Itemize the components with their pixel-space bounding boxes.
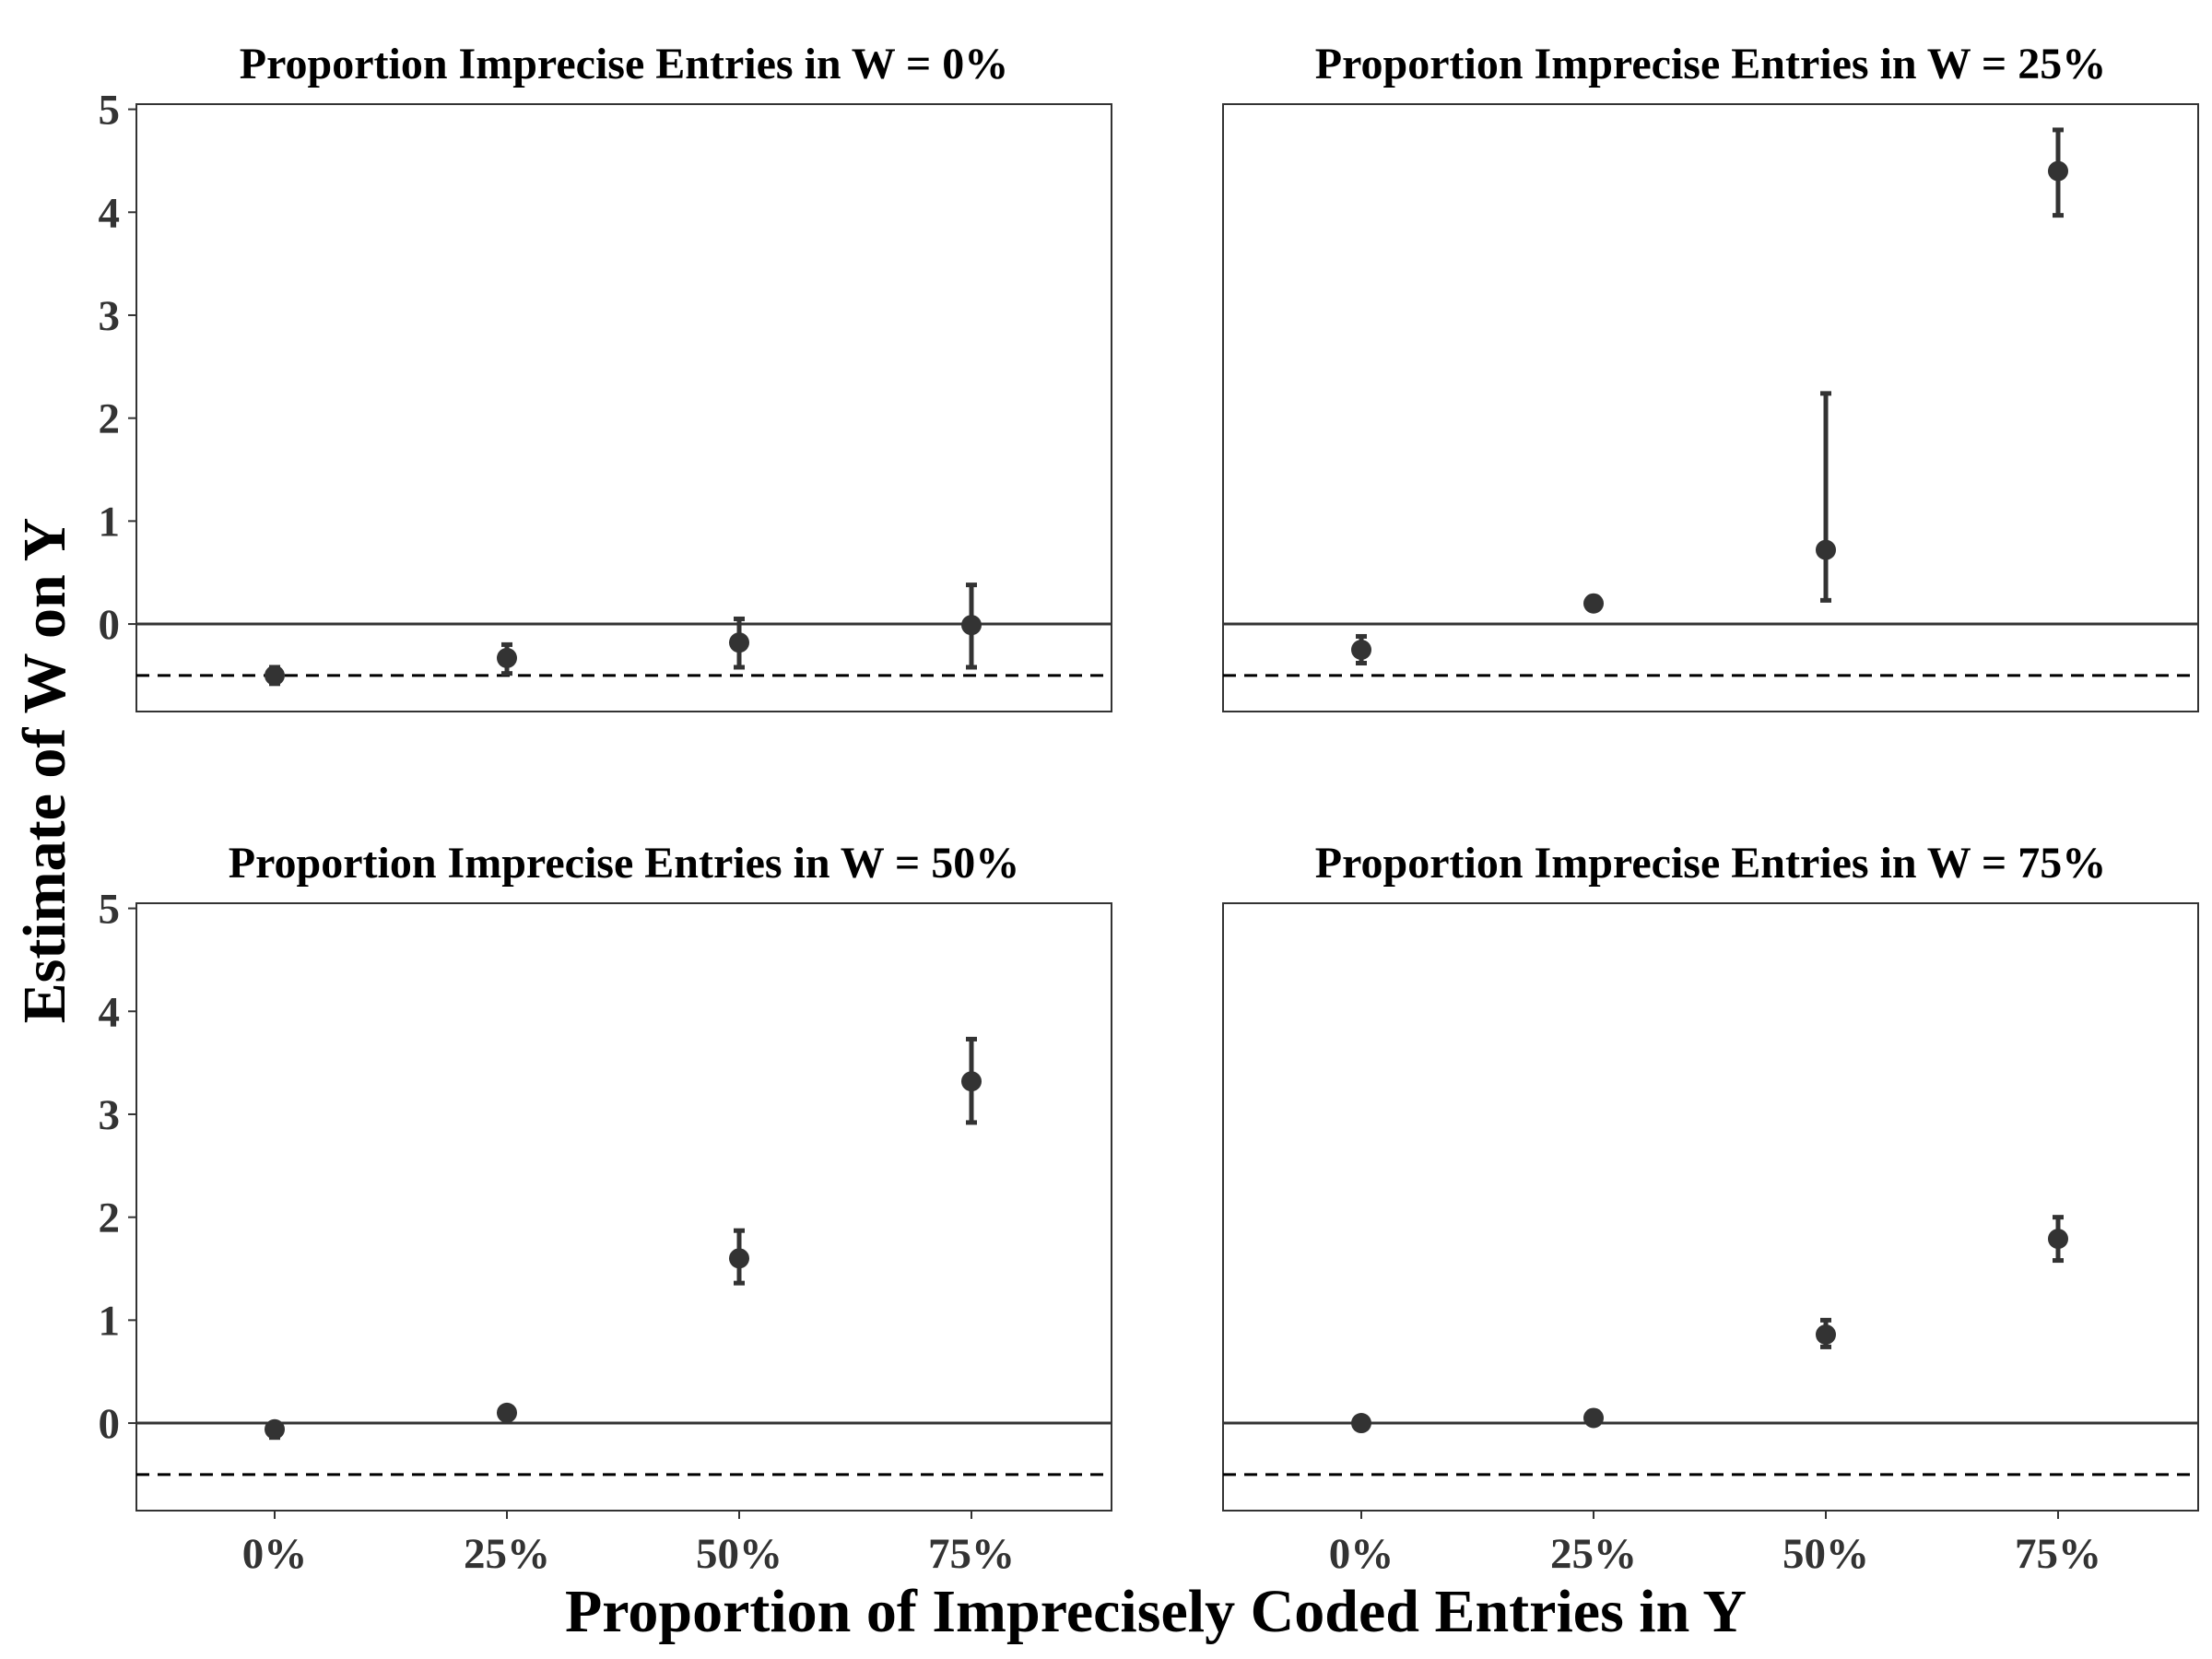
x-tick-label: 25% (1550, 1530, 1637, 1578)
x-tick-label: 0% (1329, 1530, 1394, 1578)
data-point (497, 1402, 517, 1423)
data-point (1816, 539, 1836, 560)
data-point (1583, 593, 1604, 614)
data-point (2048, 160, 2068, 182)
y-tick-label: 1 (99, 498, 121, 546)
panels: Proportion Imprecise Entries in W = 0% 0 1… (99, 40, 2199, 1578)
panel-title: Proportion Imprecise Entries in W = 75% (1315, 839, 2106, 888)
data-point (497, 647, 517, 668)
data-point (2048, 1229, 2068, 1250)
data-point (729, 1248, 749, 1269)
panel-border (1222, 902, 2199, 1512)
data-point (1816, 1324, 1836, 1346)
data-point (1351, 639, 1371, 660)
y-tick-label: 3 (99, 1091, 121, 1139)
y-tick-label: 2 (99, 1194, 121, 1242)
data-point (961, 615, 982, 636)
data-point (729, 632, 749, 653)
y-axis-title: Estimate of W on Y (11, 518, 78, 1024)
y-tick-label: 1 (99, 1297, 121, 1345)
y-tick-label: 2 (99, 395, 121, 443)
x-tick-label: 25% (464, 1530, 550, 1578)
data-point (265, 665, 285, 686)
y-tick-label: 4 (99, 988, 121, 1036)
y-tick-label: 3 (99, 292, 121, 340)
panel-1: Proportion Imprecise Entries in W = 0% 0 1… (99, 40, 1112, 712)
panel-4: Proportion Imprecise Entries in W = 75% 0… (1222, 839, 2199, 1578)
panel-border (135, 103, 1112, 712)
x-tick-label: 0% (242, 1530, 308, 1578)
x-tick-label: 75% (928, 1530, 1015, 1578)
panel-2: Proportion Imprecise Entries in W = 25% (1222, 40, 2199, 712)
panel-border (135, 902, 1112, 1512)
panel-title: Proportion Imprecise Entries in W = 0% (240, 40, 1008, 88)
panel-title: Proportion Imprecise Entries in W = 25% (1315, 40, 2106, 88)
x-tick-label: 50% (696, 1530, 782, 1578)
y-tick-label: 0 (99, 1400, 121, 1448)
x-tick-label: 75% (2015, 1530, 2101, 1578)
data-point (265, 1418, 285, 1440)
data-point (1351, 1413, 1371, 1434)
x-tick-label: 50% (1783, 1530, 1869, 1578)
y-tick-label: 5 (99, 886, 121, 934)
y-tick-label: 4 (99, 189, 121, 237)
panel-border (1222, 103, 2199, 712)
panel-3: Proportion Imprecise Entries in W = 50% 0… (99, 839, 1112, 1578)
x-axis-title: Proportion of Imprecisely Coded Entries … (565, 1578, 1747, 1645)
panel-title: Proportion Imprecise Entries in W = 50% (229, 839, 1019, 888)
data-point (961, 1071, 982, 1092)
y-tick-label: 0 (99, 601, 121, 649)
data-point (1583, 1407, 1604, 1429)
y-tick-label: 5 (99, 87, 121, 135)
